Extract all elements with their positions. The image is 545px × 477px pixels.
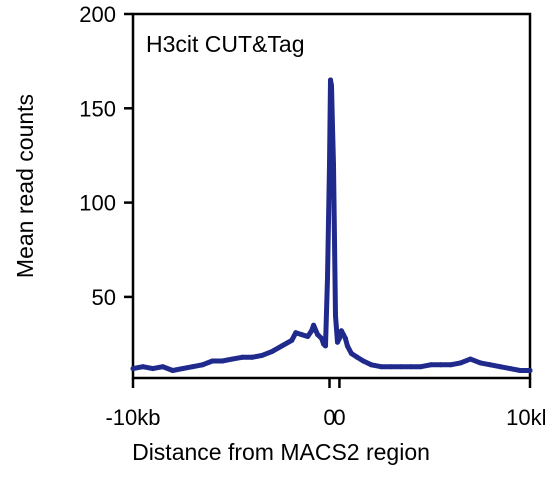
data-point — [398, 364, 404, 370]
data-point — [325, 275, 330, 281]
y-tick-label: 50 — [92, 285, 116, 310]
data-point — [448, 362, 454, 368]
data-point — [289, 337, 295, 343]
data-point — [293, 330, 299, 336]
data-point — [335, 339, 340, 345]
data-point — [329, 83, 334, 89]
data-point — [319, 335, 325, 341]
x-axis-title: Distance from MACS2 region — [132, 439, 430, 465]
data-point — [309, 328, 315, 334]
axes — [131, 12, 532, 380]
data-point — [458, 360, 463, 366]
data-point — [150, 366, 156, 372]
x-tick-label: -10kb — [105, 405, 160, 430]
data-point — [140, 364, 146, 370]
data-point — [269, 349, 275, 355]
data-point — [336, 335, 342, 341]
x-tick-label: 10kb — [506, 405, 545, 430]
data-point — [527, 368, 533, 373]
data-point — [200, 362, 205, 368]
data-point — [305, 334, 311, 339]
y-axis-title: Mean read counts — [12, 94, 38, 278]
data-point — [299, 332, 305, 338]
data-point — [342, 335, 348, 341]
data-point — [467, 356, 473, 362]
data-point — [190, 364, 196, 370]
data-point — [428, 362, 434, 368]
series-layer — [130, 77, 533, 373]
data-point — [180, 366, 186, 372]
data-point — [229, 356, 235, 362]
y-tick-label: 200 — [79, 2, 116, 27]
data-point — [333, 313, 338, 319]
y-tick-label: 100 — [79, 191, 116, 216]
data-point — [259, 352, 265, 358]
data-point — [344, 343, 350, 349]
data-point — [249, 354, 255, 360]
data-point — [477, 360, 483, 366]
data-point — [331, 162, 336, 168]
data-point — [239, 354, 245, 360]
x-tick-label: 0 — [333, 405, 345, 430]
data-point — [160, 364, 166, 370]
data-point — [418, 364, 424, 370]
data-point — [487, 362, 493, 368]
data-point — [354, 354, 360, 360]
data-point — [378, 364, 384, 370]
series-line — [130, 77, 533, 373]
data-point — [170, 368, 176, 373]
data-point — [360, 358, 366, 364]
data-point — [507, 366, 513, 372]
data-point — [388, 364, 394, 370]
data-point — [327, 162, 332, 168]
data-point — [517, 368, 523, 373]
data-point — [311, 322, 317, 328]
data-point — [219, 358, 225, 364]
data-point — [340, 332, 346, 338]
data-point — [130, 366, 136, 372]
data-point — [279, 343, 285, 349]
chart-title: H3cit CUT&Tag — [146, 31, 304, 57]
data-point — [497, 364, 503, 370]
data-point — [368, 362, 374, 368]
data-point — [315, 332, 321, 338]
ticks: 50 100 150 200 -10kb 00 10kb — [79, 2, 545, 430]
data-point — [323, 343, 328, 349]
data-point — [330, 124, 335, 130]
y-tick-label: 150 — [79, 96, 116, 121]
x-tick-label: 0 — [323, 405, 335, 430]
data-point — [209, 358, 215, 364]
data-point — [408, 364, 414, 370]
data-point — [348, 351, 354, 356]
data-point — [438, 362, 444, 368]
plot-frame — [131, 12, 532, 380]
data-point — [328, 77, 333, 83]
data-point — [338, 328, 344, 334]
